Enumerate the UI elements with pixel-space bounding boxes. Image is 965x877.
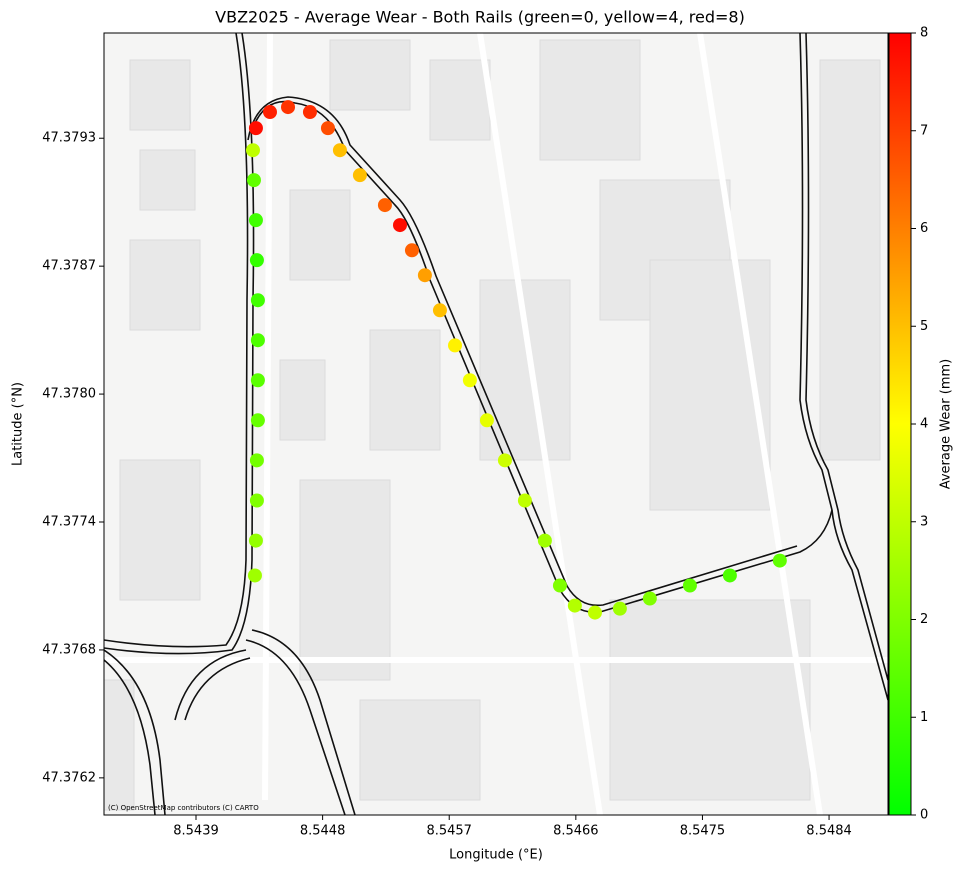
colorbar-tick-label: 0 bbox=[920, 808, 928, 823]
y-tick-label: 47.3762 bbox=[42, 770, 96, 785]
wear-point bbox=[432, 303, 447, 318]
wear-point bbox=[587, 605, 602, 620]
colorbar-tick-label: 5 bbox=[920, 319, 928, 334]
x-tick-label: 8.5484 bbox=[806, 824, 852, 839]
colorbar-tick-label: 1 bbox=[920, 710, 928, 725]
wear-point bbox=[247, 568, 262, 583]
wear-point bbox=[245, 143, 260, 158]
x-tick-label: 8.5439 bbox=[173, 824, 219, 839]
colorbar-tick-label: 6 bbox=[920, 221, 928, 236]
wear-point bbox=[722, 568, 737, 583]
wear-point bbox=[248, 213, 263, 228]
chart-title: VBZ2025 - Average Wear - Both Rails (gre… bbox=[215, 8, 745, 27]
wear-point bbox=[248, 533, 263, 548]
wear-point bbox=[552, 578, 567, 593]
wear-point bbox=[332, 143, 347, 158]
colorbar-tick-label: 4 bbox=[920, 417, 928, 432]
wear-point bbox=[772, 553, 787, 568]
y-axis-label: Latitude (°N) bbox=[11, 382, 26, 466]
colorbar bbox=[888, 32, 912, 816]
wear-point bbox=[250, 413, 265, 428]
colorbar-tick-label: 7 bbox=[920, 123, 928, 138]
wear-point bbox=[250, 373, 265, 388]
x-tick-label: 8.5466 bbox=[553, 824, 599, 839]
y-tick-label: 47.3768 bbox=[42, 642, 96, 657]
x-tick-label: 8.5448 bbox=[300, 824, 346, 839]
wear-point bbox=[682, 578, 697, 593]
wear-point bbox=[250, 333, 265, 348]
wear-point bbox=[517, 493, 532, 508]
wear-point bbox=[447, 338, 462, 353]
wear-point bbox=[249, 493, 264, 508]
wear-point bbox=[642, 591, 657, 606]
wear-point bbox=[462, 373, 477, 388]
wear-point bbox=[417, 268, 432, 283]
x-axis-label: Longitude (°E) bbox=[449, 848, 543, 863]
wear-point bbox=[612, 601, 627, 616]
wear-point bbox=[250, 293, 265, 308]
colorbar-tick-label: 3 bbox=[920, 514, 928, 529]
wear-point bbox=[248, 121, 263, 136]
wear-point bbox=[320, 121, 335, 136]
wear-point bbox=[377, 198, 392, 213]
colorbar-tick-label: 8 bbox=[920, 26, 928, 41]
wear-point bbox=[352, 168, 367, 183]
y-tick-label: 47.3793 bbox=[42, 131, 96, 146]
wear-point bbox=[497, 453, 512, 468]
x-tick-label: 8.5457 bbox=[426, 824, 472, 839]
attribution: (C) OpenStreetMap contributors (C) CARTO bbox=[108, 804, 259, 812]
wear-point bbox=[281, 100, 296, 115]
wear-point bbox=[249, 453, 264, 468]
wear-point bbox=[302, 105, 317, 120]
wear-point bbox=[246, 173, 261, 188]
y-tick-label: 47.3774 bbox=[42, 515, 96, 530]
wear-point bbox=[479, 413, 494, 428]
wear-point bbox=[537, 533, 552, 548]
plot-frame bbox=[103, 32, 889, 816]
colorbar-label: Average Wear (mm) bbox=[939, 359, 954, 490]
wear-point bbox=[249, 253, 264, 268]
colorbar-tick-label: 2 bbox=[920, 612, 928, 627]
x-tick-label: 8.5475 bbox=[680, 824, 726, 839]
wear-point bbox=[567, 598, 582, 613]
wear-point bbox=[263, 105, 278, 120]
map-background bbox=[104, 33, 888, 815]
y-tick-label: 47.3787 bbox=[42, 259, 96, 274]
wear-point bbox=[392, 218, 407, 233]
wear-point bbox=[404, 243, 419, 258]
y-tick-label: 47.3780 bbox=[42, 387, 96, 402]
